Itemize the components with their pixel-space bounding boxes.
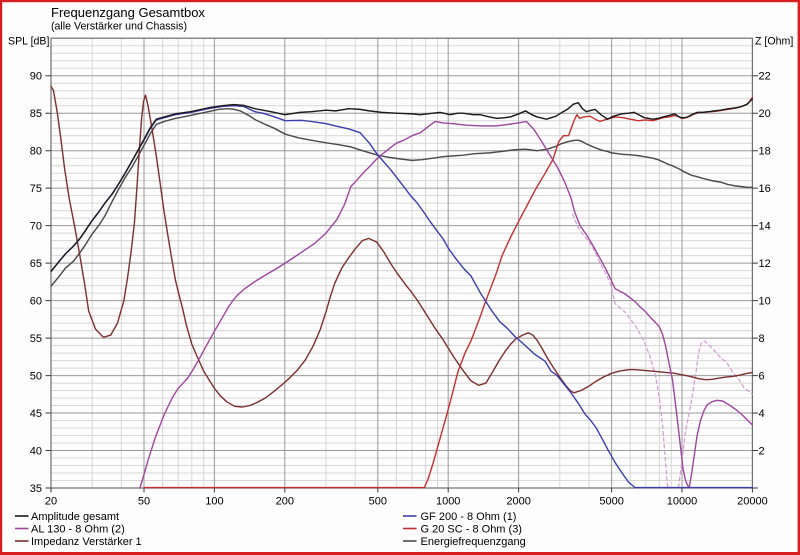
svg-text:2000: 2000: [506, 496, 530, 508]
svg-text:100: 100: [205, 496, 223, 508]
svg-text:5000: 5000: [599, 496, 623, 508]
svg-text:G 20 SC - 8 Ohm (3): G 20 SC - 8 Ohm (3): [421, 524, 522, 536]
svg-text:12: 12: [759, 258, 771, 270]
svg-text:80: 80: [30, 146, 42, 158]
svg-text:18: 18: [759, 146, 771, 158]
svg-text:50: 50: [138, 496, 150, 508]
svg-text:2: 2: [759, 446, 765, 458]
svg-text:10000: 10000: [667, 496, 698, 508]
svg-text:8: 8: [759, 333, 765, 345]
svg-text:65: 65: [30, 258, 42, 270]
svg-text:14: 14: [759, 221, 771, 233]
svg-text:SPL [dB]: SPL [dB]: [8, 36, 49, 48]
svg-text:45: 45: [30, 408, 42, 420]
svg-text:20000: 20000: [737, 496, 768, 508]
svg-text:70: 70: [30, 221, 42, 233]
svg-text:20: 20: [45, 496, 57, 508]
svg-text:6: 6: [759, 371, 765, 383]
svg-text:16: 16: [759, 183, 771, 195]
svg-text:60: 60: [30, 296, 42, 308]
svg-text:Energiefrequenzgang: Energiefrequenzgang: [421, 536, 526, 548]
svg-text:AL 130 - 8 Ohm (2): AL 130 - 8 Ohm (2): [31, 524, 125, 536]
svg-text:50: 50: [30, 371, 42, 383]
svg-text:1000: 1000: [436, 496, 460, 508]
svg-text:40: 40: [30, 446, 42, 458]
svg-text:Frequenzgang Gesamtbox: Frequenzgang Gesamtbox: [51, 5, 205, 20]
svg-text:(alle Verstärker und Chassis): (alle Verstärker und Chassis): [51, 21, 187, 33]
svg-text:4: 4: [759, 408, 765, 420]
svg-text:GF 200 - 8 Ohm (1): GF 200 - 8 Ohm (1): [421, 511, 517, 523]
svg-text:10: 10: [759, 296, 771, 308]
svg-text:20: 20: [759, 108, 771, 120]
svg-text:22: 22: [759, 71, 771, 83]
svg-text:500: 500: [369, 496, 387, 508]
svg-text:75: 75: [30, 183, 42, 195]
svg-text:Z [Ohm]: Z [Ohm]: [755, 36, 793, 48]
svg-text:90: 90: [30, 71, 42, 83]
svg-text:55: 55: [30, 333, 42, 345]
svg-text:35: 35: [30, 483, 42, 495]
svg-text:85: 85: [30, 108, 42, 120]
svg-text:Impedanz Verstärker 1: Impedanz Verstärker 1: [31, 536, 142, 548]
svg-text:200: 200: [276, 496, 294, 508]
svg-text:Amplitude gesamt: Amplitude gesamt: [31, 511, 119, 523]
